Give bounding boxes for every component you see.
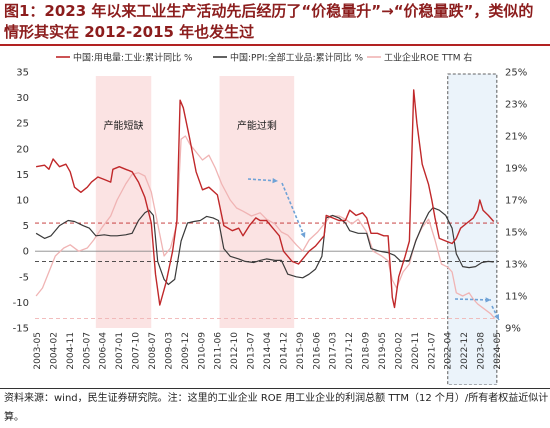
reference-lines <box>35 222 499 319</box>
x-axis-tick-label: 2020-11 <box>411 332 421 370</box>
left-axis-tick-label: -10 <box>13 298 29 309</box>
source-note: 资料来源：wind，民生证券研究院。注：这里的工业企业 ROE 用工业企业的利润… <box>4 393 549 423</box>
trend-arrowhead <box>485 297 491 303</box>
series-line <box>35 89 495 309</box>
x-axis-tick-label: 2023-08 <box>477 332 487 370</box>
x-axis-tick-label: 2021-07 <box>427 332 437 370</box>
x-axis-tick-label: 2013-07 <box>247 332 257 370</box>
series-line <box>35 135 496 319</box>
x-axis-tick-label: 2022-04 <box>444 332 454 370</box>
legend-label: 中国:用电量:工业:累计同比 % <box>73 52 193 64</box>
x-axis-tick-label: 2005-07 <box>82 332 92 370</box>
x-axis-tick-label: 2017-12 <box>345 332 355 370</box>
x-axis-tick-label: 2009-03 <box>164 332 174 370</box>
x-axis-tick-label: 2006-04 <box>99 332 109 370</box>
right-axis-tick-label: 9% <box>505 324 521 335</box>
x-axis-tick-label: 2003-05 <box>33 332 43 370</box>
x-axis-tick-label: 2009-12 <box>181 332 191 370</box>
x-axis-tick-label: 2024-05 <box>493 332 503 370</box>
right-axis-tick-label: 11% <box>505 292 527 303</box>
x-axis-tick-label: 2015-09 <box>296 332 306 370</box>
left-axis-tick-label: 35 <box>16 68 29 79</box>
trend-arrow <box>454 298 492 301</box>
x-axis-tick-label: 2011-06 <box>214 332 224 370</box>
trend-arrowhead <box>494 314 499 320</box>
chart-canvas: 35 30 25 20 15 10 5 0 -5 -10 -15 25% 23% 21% 19% 17% 15%… <box>13 52 528 385</box>
x-axis-tick-label: 2018-09 <box>362 332 372 370</box>
right-axis-tick-label: 15% <box>505 228 527 239</box>
chart-title: 图1：2023 年以来工业生产活动先后经历了“价稳量升”→“价稳量跌”，类似的情… <box>4 2 534 41</box>
right-axis-tick-label: 17% <box>505 196 527 207</box>
legend-label: 中国:PPI:全部工业品:累计同比 % <box>230 52 363 64</box>
shaded-period-label: 产能过剩 <box>237 119 277 132</box>
x-axis-tick-label: 2010-09 <box>197 332 207 370</box>
right-axis-tick-label: 23% <box>505 100 527 111</box>
series-line <box>35 207 494 286</box>
x-axis-tick-label: 2014-12 <box>279 332 289 370</box>
annotations: 产能短缺 产能过剩 <box>104 119 500 321</box>
left-axis-tick-label: 10 <box>16 196 29 207</box>
shaded-period <box>95 76 152 328</box>
x-axis-tick-label: 2008-07 <box>148 332 158 370</box>
left-axis-tick-label: 5 <box>23 221 29 232</box>
right-axis-tick-label: 25% <box>505 68 527 79</box>
x-axis-tick-label: 2012-10 <box>230 332 240 370</box>
x-axis-tick-label: 2004-02 <box>49 332 59 370</box>
left-axis-tick-label: 0 <box>23 247 29 258</box>
shaded-period <box>219 76 295 328</box>
highlight-box <box>447 73 498 385</box>
axis-layer: 35 30 25 20 15 10 5 0 -5 -10 -15 25% 23% 21% 19% 17% 15%… <box>13 68 528 370</box>
x-axis-tick-label: 2007-01 <box>115 332 125 370</box>
legend-label: 工业企业ROE TTM 右 <box>384 52 472 64</box>
shade-layer <box>95 73 498 385</box>
x-axis-tick-label: 2020-02 <box>394 332 404 370</box>
right-axis-tick-label: 19% <box>505 164 527 175</box>
trend-arrowhead <box>272 178 278 184</box>
x-axis-tick-label: 2007-10 <box>132 332 142 370</box>
x-axis-tick-label: 2004-11 <box>66 332 76 370</box>
x-axis-tick-label: 2014-04 <box>263 332 273 370</box>
x-axis-tick-label: 2022-12 <box>460 332 470 370</box>
left-axis-tick-label: 15 <box>16 170 29 181</box>
right-axis-tick-label: 13% <box>505 260 527 271</box>
shaded-period-label: 产能短缺 <box>104 119 144 132</box>
left-axis-tick-label: 20 <box>16 144 29 155</box>
x-axis-tick-label: 2017-03 <box>329 332 339 370</box>
series-lines <box>35 89 496 319</box>
x-axis-tick-label: 2016-06 <box>312 332 322 370</box>
x-axis-tick-label: 2019-05 <box>378 332 388 370</box>
trend-arrow <box>491 305 500 321</box>
left-axis-tick-label: 30 <box>16 93 29 104</box>
title-rule <box>0 44 550 46</box>
right-axis-tick-label: 21% <box>505 132 527 143</box>
legend: 中国:用电量:工业:累计同比 % 中国:PPI:全部工业品:累计同比 % 工业企业R… <box>56 52 472 64</box>
trend-arrowhead <box>300 232 306 238</box>
left-axis-tick-label: 25 <box>16 119 29 130</box>
source-rule <box>0 388 550 389</box>
left-axis-tick-label: -5 <box>19 272 29 283</box>
left-axis-tick-label: -15 <box>13 324 29 335</box>
